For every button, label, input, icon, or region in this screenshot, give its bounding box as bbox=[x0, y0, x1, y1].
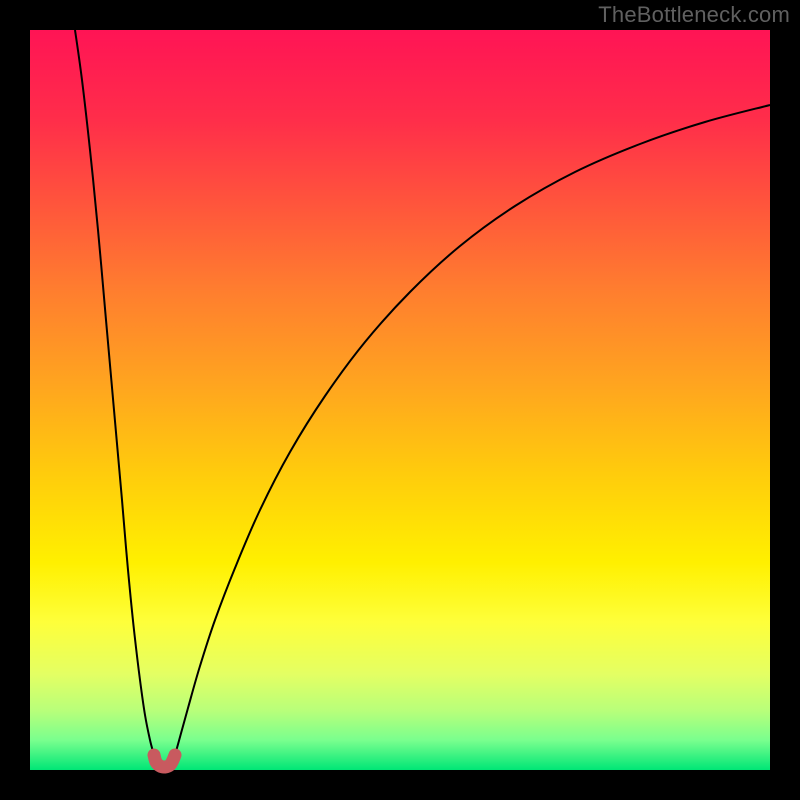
bottleneck-chart bbox=[0, 0, 800, 800]
chart-container: TheBottleneck.com bbox=[0, 0, 800, 800]
gradient-background bbox=[30, 30, 770, 770]
watermark-text: TheBottleneck.com bbox=[598, 2, 790, 28]
